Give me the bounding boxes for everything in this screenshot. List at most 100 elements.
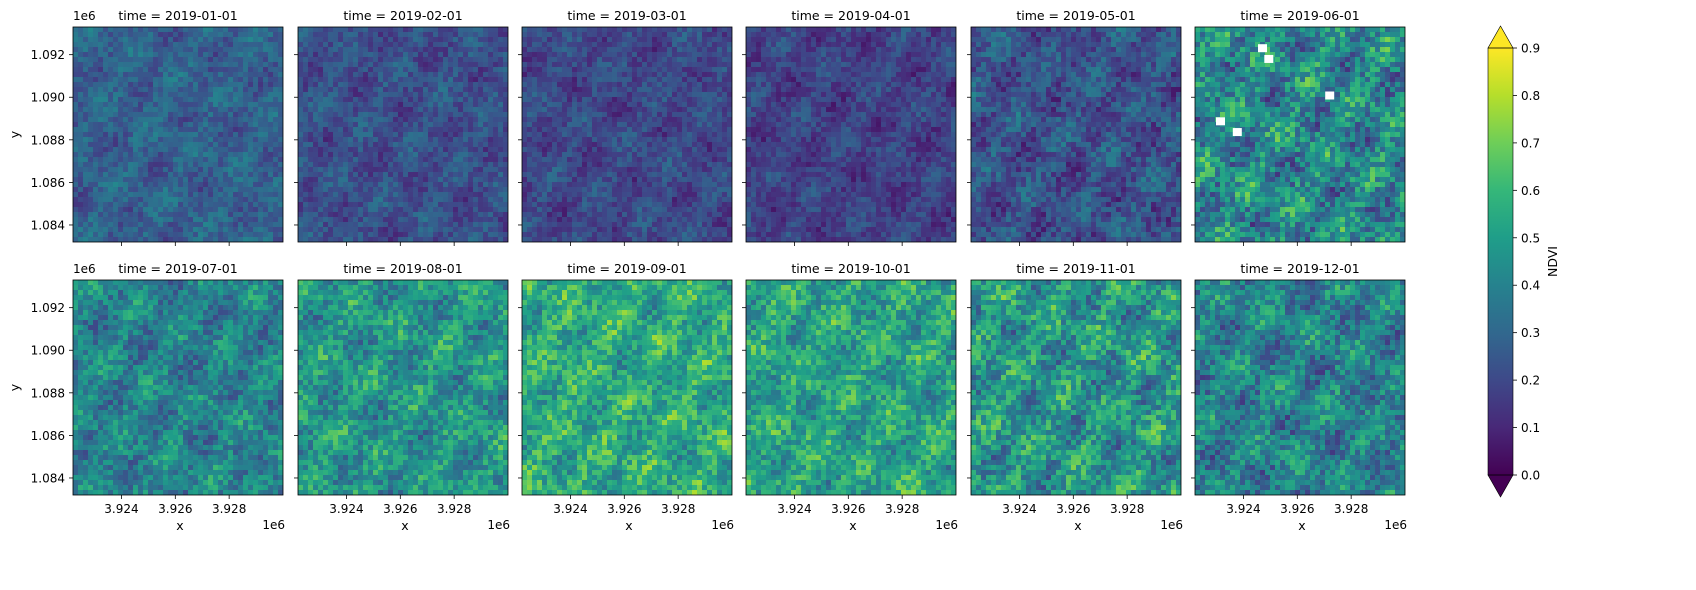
ndvi-cell [148,162,154,168]
ndvi-cell [103,32,109,38]
ndvi-cell [632,97,638,103]
ndvi-cell [677,162,683,168]
ndvi-cell [73,202,79,208]
ndvi-cell [448,182,454,188]
ndvi-cell [622,27,628,33]
ndvi-cell [173,227,179,233]
ndvi-cell [363,67,369,73]
ndvi-cell [727,92,732,98]
ndvi-cell [333,207,339,213]
ndvi-cell [438,152,444,158]
ndvi-cell [148,177,154,183]
ndvi-cell [278,57,283,63]
ndvi-cell [348,152,354,158]
ndvi-cell [338,157,344,163]
ndvi-cell [118,117,124,123]
ndvi-cell [333,87,339,93]
ndvi-cell [153,147,159,153]
ndvi-cell [662,117,668,123]
ndvi-cell [118,227,124,233]
ndvi-cell [577,52,583,58]
ndvi-cell [587,182,593,188]
ndvi-cell [323,137,329,143]
ndvi-cell [667,137,673,143]
ndvi-cell [278,142,283,148]
ndvi-cell [438,67,444,73]
ndvi-cell [323,197,329,203]
ndvi-cell [308,237,314,242]
ndvi-cell [228,27,234,33]
ndvi-cell [398,107,404,113]
ndvi-cell [163,102,169,108]
ndvi-cell [253,32,259,38]
ndvi-cell [542,127,548,133]
ndvi-cell [193,117,199,123]
ndvi-cell [642,157,648,163]
ndvi-cell [368,217,374,223]
ndvi-cell [363,77,369,83]
ndvi-cell [562,132,568,138]
ndvi-cell [428,197,434,203]
ndvi-cell [587,107,593,113]
ndvi-cell [493,157,499,163]
ndvi-cell [458,187,464,193]
ndvi-cell [298,167,304,173]
ndvi-cell [258,37,264,43]
ndvi-cell [268,87,274,93]
ndvi-cell [343,102,349,108]
ndvi-cell [93,147,99,153]
ndvi-cell [348,192,354,198]
ndvi-cell [363,82,369,88]
ndvi-cell [143,107,149,113]
ndvi-cell [647,132,653,138]
ndvi-cell [218,87,224,93]
ndvi-cell [413,57,419,63]
ndvi-cell [637,127,643,133]
ndvi-cell [687,142,693,148]
ndvi-cell [268,177,274,183]
ndvi-cell [587,27,593,33]
ndvi-cell [318,227,324,233]
ndvi-cell [637,122,643,128]
ndvi-cell [278,167,283,173]
ndvi-cell [188,72,194,78]
ndvi-cell [158,87,164,93]
ndvi-cell [228,92,234,98]
ndvi-cell [203,197,209,203]
ndvi-cell [702,122,708,128]
ndvi-cell [438,162,444,168]
ndvi-cell [687,112,693,118]
ndvi-cell [488,122,494,128]
ndvi-cell [163,37,169,43]
ndvi-cell [223,67,229,73]
ndvi-cell [627,57,633,63]
ndvi-cell [133,117,139,123]
ndvi-cell [368,132,374,138]
ndvi-cell [113,87,119,93]
ndvi-cell [333,202,339,208]
ndvi-cell [118,212,124,218]
ndvi-cell [423,192,429,198]
ndvi-cell [537,162,543,168]
ndvi-cell [138,37,144,43]
ndvi-cell [473,202,479,208]
ndvi-cell [622,162,628,168]
ndvi-cell [453,162,459,168]
ndvi-cell [238,117,244,123]
ndvi-cell [273,152,279,158]
ndvi-cell [148,212,154,218]
ndvi-cell [133,42,139,48]
ndvi-cell [268,37,274,43]
ndvi-cell [418,172,424,178]
ndvi-cell [88,202,94,208]
ndvi-cell [253,222,259,228]
ndvi-cell [617,182,623,188]
ndvi-cell [318,97,324,103]
ndvi-cell [602,37,608,43]
ndvi-cell [173,107,179,113]
ndvi-cell [193,77,199,83]
ndvi-cell [627,77,633,83]
ndvi-cell [483,232,489,238]
ndvi-cell [667,102,673,108]
ndvi-cell [238,232,244,238]
